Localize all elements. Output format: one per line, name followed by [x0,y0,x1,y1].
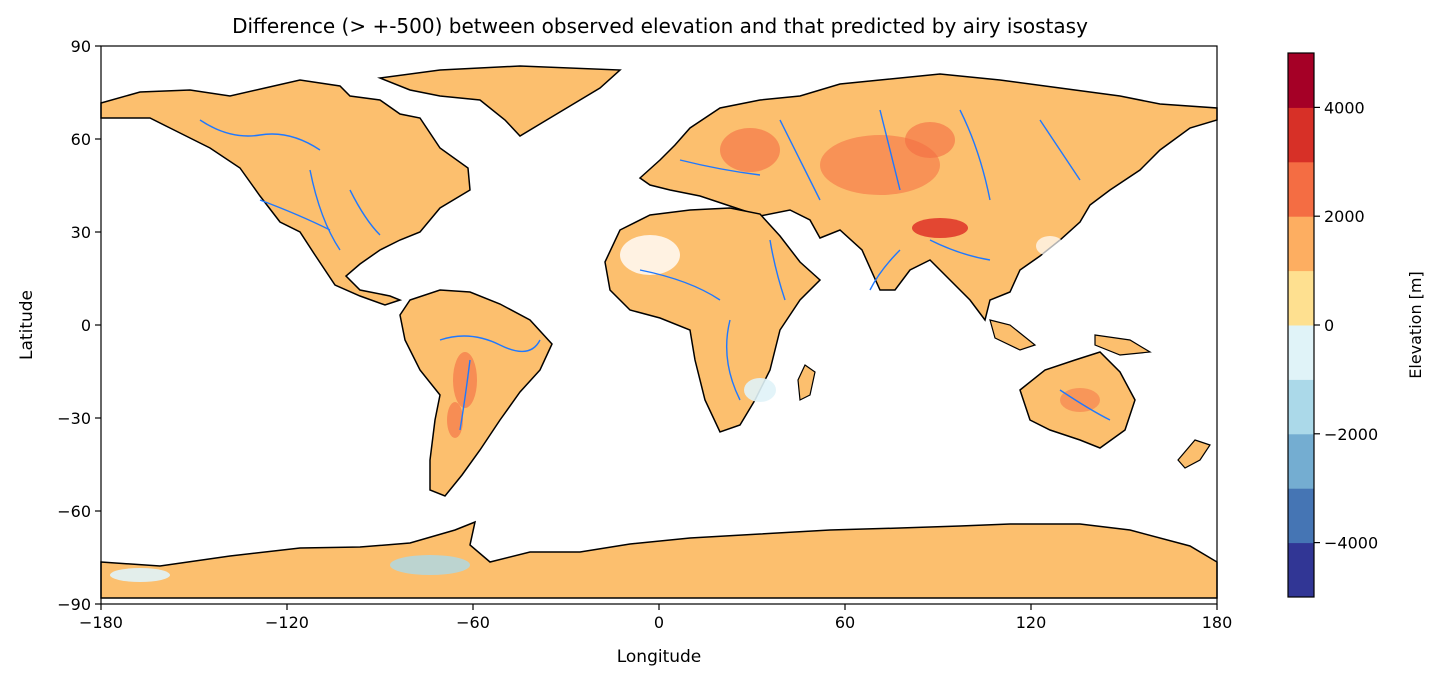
x-axis-label: Longitude [617,647,702,667]
colorbar-tick-label: −4000 [1324,534,1378,553]
colorbar-tick-label: 4000 [1324,98,1365,117]
new-zealand [1177,439,1211,469]
colorbar-segment [1288,488,1314,544]
y-tick-label: 30 [71,223,91,242]
south-america [399,289,553,497]
y-tick-label: −60 [57,502,91,521]
colorbar-tick-label: −2000 [1324,425,1378,444]
colorbar-segment [1288,325,1314,380]
y-axis-label: Latitude [17,290,37,360]
colorbar-tick-label: 0 [1324,316,1334,335]
colorbar-segment [1288,161,1314,217]
x-tick-label: 0 [654,613,664,632]
x-tick-label: −60 [456,613,490,632]
y-tick-label: −30 [57,409,91,428]
southeast-asia-islands [989,319,1037,351]
rivers [199,109,1111,431]
north-america [100,79,471,306]
antarctica [100,520,1218,599]
madagascar [797,364,816,401]
colorbar-segment [1288,53,1314,108]
colorbar-segment [1288,379,1314,435]
colorbar-segment [1288,107,1314,163]
colorbar-segment [1288,542,1314,598]
y-tick-label: 60 [71,130,91,149]
colorbar-ticks: −4000 −2000 0 2000 4000 [1314,98,1378,553]
y-tick-label: 0 [81,316,91,335]
x-tick-label: −120 [265,613,309,632]
y-axis-ticks: 90 60 30 0 −30 −60 −90 [57,37,101,614]
map-area [100,45,1218,605]
y-tick-label: 90 [71,37,91,56]
colorbar-segment [1288,433,1314,489]
colorbar [1287,52,1315,598]
greenland [377,65,622,137]
x-axis-ticks: −180 −120 −60 0 60 120 180 [79,604,1232,632]
high-anomaly-regions [447,122,1100,438]
colorbar-segment [1288,216,1314,272]
colorbar-label: Elevation [m] [1406,271,1425,378]
x-tick-label: −180 [79,613,123,632]
colorbar-tick-label: 2000 [1324,207,1365,226]
x-tick-label: 60 [835,613,855,632]
colorbar-segment [1288,270,1314,326]
x-tick-label: 180 [1202,613,1233,632]
low-anomaly-regions [110,235,1064,582]
x-tick-label: 120 [1016,613,1047,632]
chart-title: Difference (> +-500) between observed el… [232,14,1088,38]
new-guinea [1094,334,1152,356]
y-tick-label: −90 [57,595,91,614]
